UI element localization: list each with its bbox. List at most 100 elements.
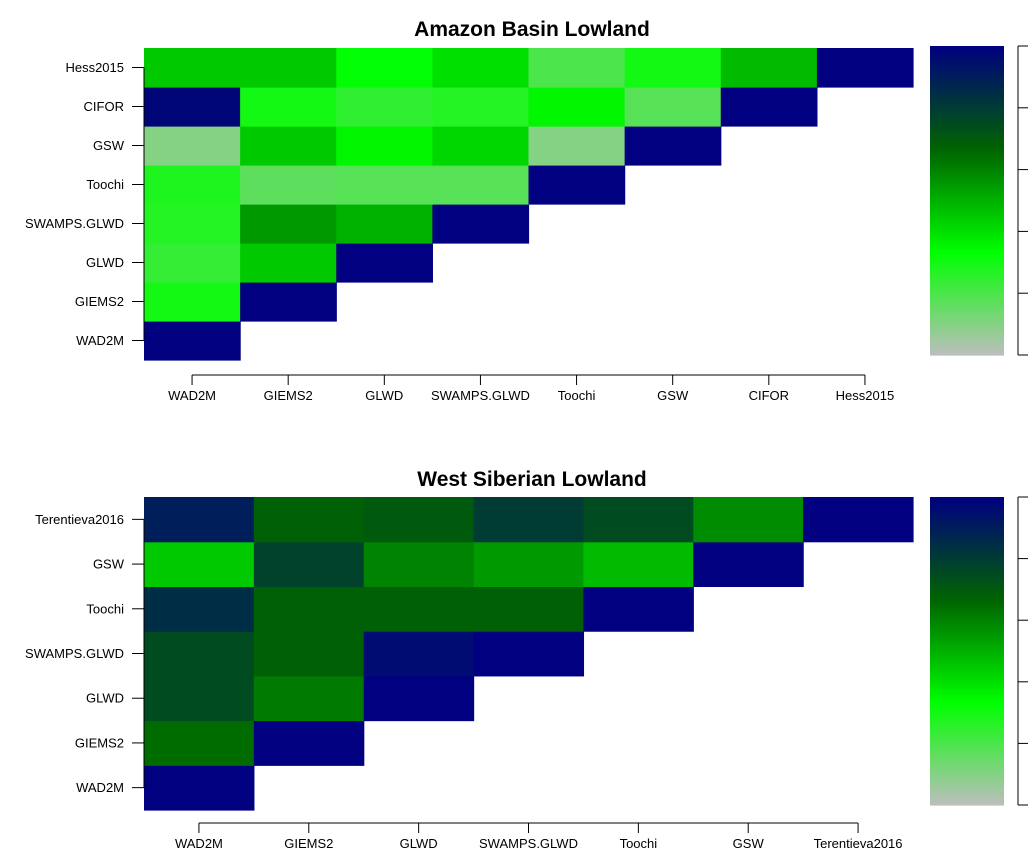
heatmap-cell [144,48,241,88]
colorbar-segment [930,743,1004,747]
colorbar-segment [930,591,1004,596]
y-tick-label: GIEMS2 [75,735,124,750]
colorbar-west-siberian: 00.20.40.60.81 [930,496,1028,806]
colorbar-segment [930,249,1004,253]
colorbar-segment [930,651,1004,655]
colorbar-segment [930,259,1004,263]
colorbar-segment [930,110,1004,114]
colorbar-segment [930,787,1004,791]
colorbar-segment [930,527,1004,531]
x-tick-label: GIEMS2 [264,388,313,403]
colorbar-segment [930,604,1004,608]
heatmap-cell [144,126,241,166]
heatmap-cell [816,48,914,88]
heatmap-cell [240,243,337,283]
colorbar-segment [930,668,1004,673]
heatmap-cell [432,87,530,127]
colorbar-segment [930,502,1004,506]
heatmap-cell [363,541,475,588]
colorbar-segment [930,781,1004,786]
colorbar-segment [930,112,1004,117]
colorbar-segment [930,725,1004,729]
colorbar-segment [930,154,1004,158]
colorbar-segment [930,586,1004,590]
colorbar-segment [930,336,1004,341]
colorbar-segment [930,167,1004,171]
colorbar-segment [930,645,1004,650]
heatmap-cell [720,48,818,88]
colorbar-segment [930,794,1004,798]
colorbar-segment [930,520,1004,524]
heatmap-cell [473,586,585,632]
heatmap-cell [144,321,241,361]
x-tick-label: WAD2M [175,836,223,851]
colorbar-segment [930,553,1004,557]
colorbar-segment [930,774,1004,778]
y-tick-label: Terentieva2016 [35,512,124,527]
colorbar-segment [930,334,1004,338]
colorbar-segment [930,174,1004,178]
colorbar-segment [930,161,1004,166]
colorbar-segment [930,275,1004,279]
colorbar-segment [930,329,1004,333]
heatmap-cell [336,165,433,205]
heatmap-cell [583,497,694,543]
heatmap-cell [253,675,365,722]
colorbar-segment [930,694,1004,698]
colorbar-segment [930,87,1004,91]
colorbar-segment [930,802,1004,806]
y-tick-label: Toochi [86,177,124,192]
heatmap-cell [240,126,337,166]
colorbar-segment [930,543,1004,547]
colorbar-segment [930,702,1004,706]
colorbar-segment [930,671,1004,675]
colorbar-segment [930,576,1004,580]
colorbar-segment [930,799,1004,804]
y-tick-label: GIEMS2 [75,294,124,309]
heatmap-cell [624,87,722,127]
heatmap-cell [253,497,365,543]
colorbar-segment [930,574,1004,578]
colorbar-segment [930,584,1004,588]
colorbar-segment [930,756,1004,760]
colorbar-segment [930,290,1004,294]
colorbar-segment [930,661,1004,665]
colorbar-segment [930,195,1004,199]
colorbar-segment [930,514,1004,519]
colorbar-segment [930,187,1004,191]
colorbar-segment [930,722,1004,727]
colorbar-segment [930,710,1004,714]
heatmap-cell [473,541,585,588]
colorbar-segment [930,679,1004,683]
colorbar-segment [930,48,1004,52]
heatmap-cell [240,87,337,127]
colorbar-segment [930,538,1004,542]
colorbar-segment [930,257,1004,261]
colorbar-segment [930,236,1004,240]
heatmap-cell [144,720,255,766]
colorbar-segment [930,264,1004,269]
colorbar-segment [930,497,1004,501]
colorbar-segment [930,707,1004,711]
colorbar-segment [930,579,1004,583]
colorbar-segment [930,125,1004,129]
colorbar-segment [930,674,1004,678]
x-tick-label: GIEMS2 [284,836,333,851]
colorbar-segment [930,753,1004,757]
colorbar-segment [930,643,1004,647]
heatmap-cell [432,126,530,166]
colorbar-segment [930,254,1004,258]
heatmap-cell [240,48,337,88]
colorbar-segment [930,267,1004,271]
colorbar-segment [930,179,1004,184]
heatmap-cell [432,165,530,205]
colorbar-segment [930,115,1004,119]
y-tick-label: CIFOR [84,99,124,114]
x-tick-label: WAD2M [168,388,216,403]
x-tick-label: Toochi [620,836,658,851]
heatmap-cell [144,87,241,127]
colorbar-segment [930,58,1004,63]
colorbar-segment [930,612,1004,616]
colorbar-segment [930,681,1004,685]
colorbar-segment [930,89,1004,93]
